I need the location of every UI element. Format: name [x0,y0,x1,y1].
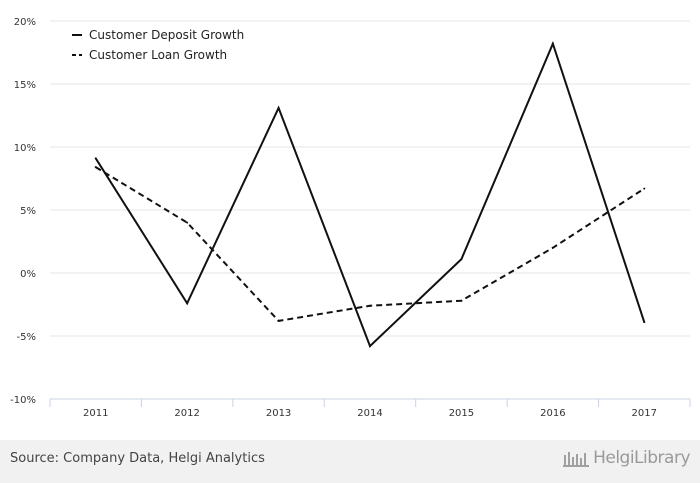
x-tick-label: 2017 [632,408,657,419]
data-point-2015 [460,299,463,302]
data-point-2014 [369,345,371,348]
line-chart: 20%15%10%5%0%-5%-10% 2011 2012 2013 2014 201… [10,17,691,419]
data-point-2016 [551,42,554,45]
y-tick-label: 10% [14,143,36,154]
data-point-2011 [94,157,97,160]
data-point-2013 [277,319,280,322]
data-point-2014 [369,304,371,307]
x-tick-label: 2015 [449,408,474,419]
gridlines [50,20,690,337]
data-point-2012 [186,221,189,224]
data-point-2015 [460,258,463,261]
legend-label: Customer Deposit Growth [89,28,244,42]
y-axis: 20% 15% 10% 5% 0% -5% -10% [10,17,36,406]
legend-label: Customer Loan Growth [89,48,227,62]
series-line-loan-growth [95,166,645,322]
y-tick-label: 5% [20,206,36,217]
library-icon [563,452,590,467]
x-tick-label: 2016 [540,408,565,419]
series-lines [94,40,646,348]
data-point-2011 [94,166,97,169]
y-tick-label: 15% [14,80,36,91]
y-tick-label: -10% [10,395,36,406]
x-tick-label: 2011 [83,408,108,419]
data-point-2017 [643,321,646,324]
data-point-2012 [186,302,189,305]
x-axis: 2011 2012 2013 2014 2015 2016 2017 [49,398,691,419]
data-point-2013 [277,106,280,109]
logo-text: HelgiLibrary [593,448,690,468]
helgi-library-logo[interactable]: HelgiLibrary [563,448,690,468]
x-tick-label: 2014 [357,408,382,419]
data-point-2017 [643,187,646,190]
series-line-deposit-growth [94,40,646,348]
data-point-2016 [551,246,554,249]
footer: Source: Company Data, Helgi Analytics He… [0,440,700,483]
y-tick-label: -5% [17,332,36,343]
x-tick-label: 2013 [266,408,291,419]
legend: Customer Deposit Growth Customer Loan Gro… [72,28,244,62]
y-tick-label: 20% [14,17,36,28]
y-tick-label: 0% [20,269,36,280]
x-tick-label: 2012 [174,408,199,419]
source-note: Source: Company Data, Helgi Analytics [10,451,265,466]
